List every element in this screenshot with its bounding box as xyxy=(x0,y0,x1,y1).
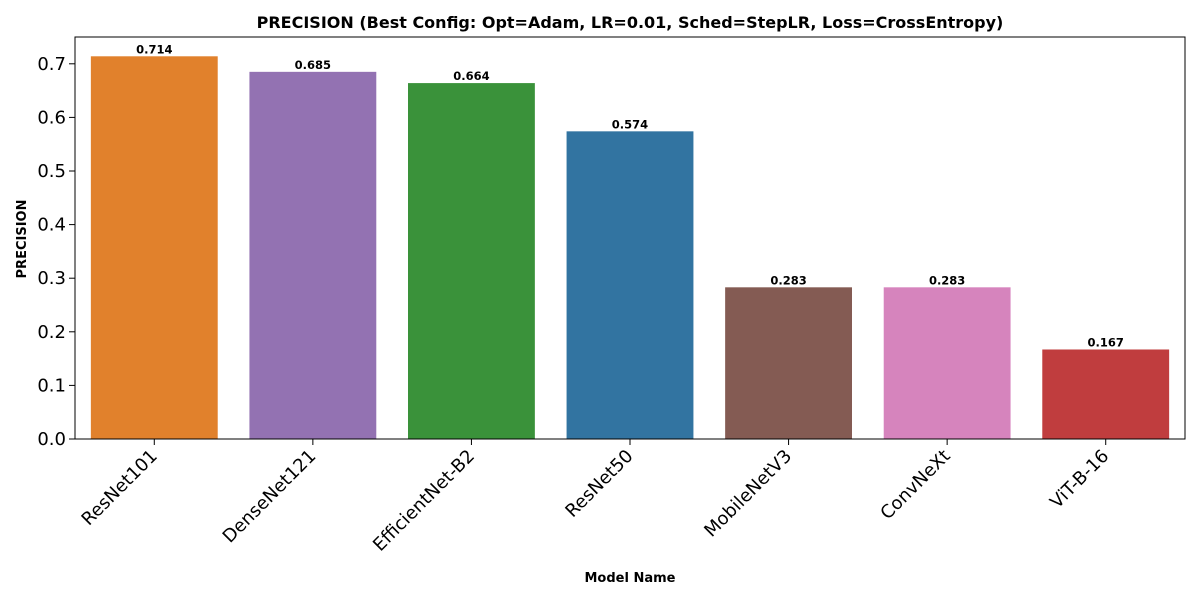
bar-convnext xyxy=(883,287,1011,439)
bar-densenet121 xyxy=(249,71,377,439)
x-tick-label: ResNet101 xyxy=(78,446,162,530)
y-axis-label: PRECISION xyxy=(15,200,30,279)
x-tick-label: ViT-B-16 xyxy=(1046,446,1113,513)
bar-value-label: 0.685 xyxy=(295,58,331,72)
y-tick-label: 0.2 xyxy=(37,322,66,343)
bar-efficientnet-b2 xyxy=(408,83,535,439)
bar-value-label: 0.283 xyxy=(770,273,806,287)
x-tick-label: ConvNeXt xyxy=(876,446,954,524)
x-tick-label: EfficientNet-B2 xyxy=(369,446,479,556)
y-tick-label: 0.6 xyxy=(37,107,66,128)
bar-resnet50 xyxy=(566,131,694,439)
chart-title: PRECISION (Best Config: Opt=Adam, LR=0.0… xyxy=(257,13,1004,32)
bar-value-label: 0.574 xyxy=(612,117,648,131)
bar-value-label: 0.283 xyxy=(929,273,965,287)
y-tick-label: 0.3 xyxy=(37,268,66,289)
bar-value-label: 0.714 xyxy=(136,42,172,56)
plot-frame xyxy=(74,36,1186,440)
y-tick-label: 0.5 xyxy=(37,161,66,182)
x-axis-label: Model Name xyxy=(585,571,676,586)
x-tick-label: DenseNet121 xyxy=(219,446,321,548)
y-tick-label: 0.4 xyxy=(37,215,66,236)
x-tick-label: MobileNetV3 xyxy=(700,446,796,542)
y-tick-label: 0.1 xyxy=(37,375,66,396)
bar-resnet101 xyxy=(90,56,218,440)
plot-area: 0.0 0.1 0.2 0.3 0.4 0.5 0.6 0.7 0.714 ResNet101 0.… xyxy=(37,42,1170,556)
bar-value-label: 0.664 xyxy=(453,69,489,83)
bar-vit-b-16 xyxy=(1042,349,1170,439)
bar-value-label: 0.167 xyxy=(1088,335,1124,349)
y-tick-label: 0.7 xyxy=(37,54,66,75)
bar-mobilenetv3 xyxy=(725,287,852,439)
x-tick-label: ResNet50 xyxy=(561,446,637,522)
y-tick-label: 0.0 xyxy=(37,429,66,450)
